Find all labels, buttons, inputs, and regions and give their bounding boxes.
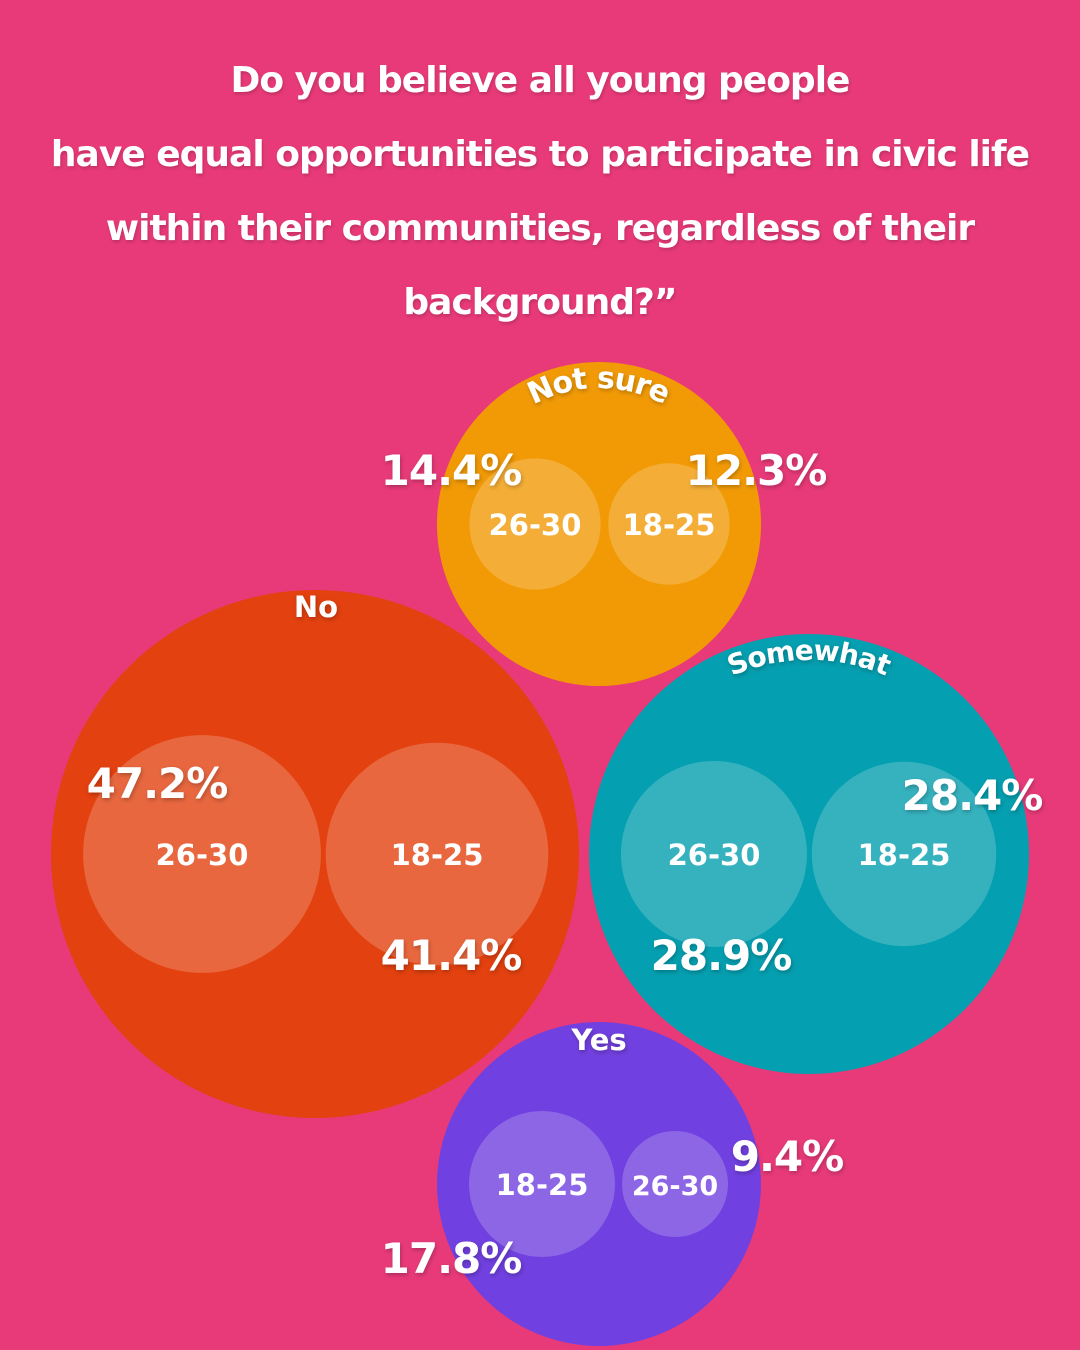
data-label-no-26-30: 47.2%	[87, 759, 228, 808]
series-label: 26-30	[668, 838, 761, 872]
bubble-yes-26-30	[622, 1131, 728, 1237]
chart-title: Do you believe all young people have equ…	[40, 44, 1040, 340]
bubble-not-sure-26-30	[469, 458, 601, 590]
bubble-no	[51, 590, 579, 1118]
bubble-not-sure	[437, 362, 761, 686]
data-label-yes-26-30: 9.4%	[731, 1132, 843, 1181]
series-label: 18-25	[858, 838, 951, 872]
bubble-somewhat-18-25	[811, 761, 997, 947]
series-label: 26-30	[489, 508, 582, 542]
bubble-somewhat	[589, 634, 1029, 1074]
bubble-somewhat-26-30	[621, 761, 807, 947]
data-label-yes-18-25: 17.8%	[381, 1234, 522, 1283]
data-label-not-sure-18-25: 12.3%	[686, 446, 827, 495]
category-label-yes: Yes	[570, 1023, 626, 1057]
series-label: 26-30	[156, 838, 249, 872]
data-label-not-sure-26-30: 14.4%	[381, 446, 522, 495]
bubble-no-26-30	[83, 735, 321, 973]
series-label: 26-30	[632, 1171, 718, 1202]
bubble-yes	[437, 1022, 761, 1346]
title-line: within their communities, regardless of …	[105, 208, 975, 249]
series-label: 18-25	[623, 508, 716, 542]
title-line: background?”	[403, 282, 677, 323]
bubble-no-18-25	[325, 742, 549, 966]
bubble-yes-18-25	[469, 1111, 615, 1257]
data-label-somewhat-26-30: 28.9%	[651, 931, 792, 980]
category-label-no: No	[294, 590, 338, 624]
data-label-no-18-25: 41.4%	[381, 931, 522, 980]
series-label: 18-25	[391, 838, 484, 872]
title-line: Do you believe all young people	[230, 60, 851, 101]
bubble-not-sure-18-25	[608, 463, 730, 585]
data-label-somewhat-18-25: 28.4%	[902, 771, 1043, 820]
series-label: 18-25	[496, 1168, 589, 1202]
title-line: have equal opportunities to participate …	[50, 134, 1030, 175]
